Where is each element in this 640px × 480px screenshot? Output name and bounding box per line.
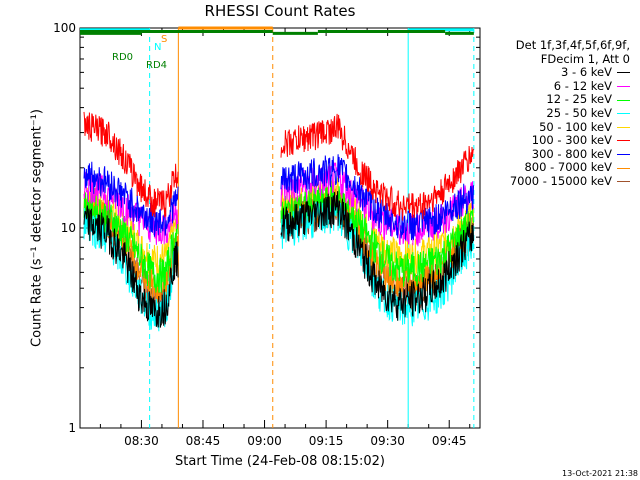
flag-label-rd4: RD4 <box>146 60 167 71</box>
legend-item: 3 - 6 keV <box>510 66 630 80</box>
legend-swatch <box>617 113 630 115</box>
series-line <box>83 111 474 221</box>
x-axis-label: Start Time (24-Feb-08 08:15:02) <box>175 454 385 469</box>
flag-label-rd0: RD0 <box>112 52 133 63</box>
y-tick-label: 100 <box>53 21 76 35</box>
legend-label: 6 - 12 keV <box>553 78 612 93</box>
legend-label: 50 - 100 keV <box>539 119 612 134</box>
legend-item: 12 - 25 keV <box>510 93 630 107</box>
legend-label: 3 - 6 keV <box>561 65 612 80</box>
legend-label: 100 - 300 keV <box>531 133 612 148</box>
legend-swatch <box>617 72 630 74</box>
plot-frame <box>79 27 481 429</box>
x-tick-label: 09:00 <box>247 434 282 448</box>
legend-item: 800 - 7000 keV <box>510 161 630 175</box>
flag-label-n: N <box>154 42 161 53</box>
legend-items: 3 - 6 keV 6 - 12 keV 12 - 25 keV 25 - 50 ke… <box>510 66 630 188</box>
legend-item: 50 - 100 keV <box>510 119 630 135</box>
y-tick-label: 10 <box>61 221 76 235</box>
legend-swatch <box>617 154 630 156</box>
legend-label: 800 - 7000 keV <box>524 160 612 175</box>
legend-swatch <box>617 167 630 169</box>
legend-swatch <box>617 181 630 183</box>
legend-label: 7000 - 15000 keV <box>509 173 612 188</box>
x-tick-label: 08:30 <box>124 434 159 448</box>
legend-item: 7000 - 15000 keV <box>509 173 630 189</box>
x-tick-label: 09:30 <box>370 434 405 448</box>
footer-timestamp: 13-Oct-2021 21:38 <box>562 469 638 478</box>
legend: Det 1f,3f,4f,5f,6f,9f, FDecim 1, Att 0 3… <box>510 38 630 189</box>
legend-label: 300 - 800 keV <box>531 146 612 161</box>
legend-item: 100 - 300 keV <box>510 134 630 148</box>
series-line <box>83 191 474 328</box>
chart-title: RHESSI Count Rates <box>204 2 356 20</box>
legend-header-line: Det 1f,3f,4f,5f,6f,9f, <box>515 38 630 52</box>
flag-label-s: S <box>161 34 167 45</box>
x-tick-label: 08:45 <box>186 434 221 448</box>
legend-swatch <box>617 126 630 128</box>
legend-item: 25 - 50 keV <box>510 105 630 121</box>
series-line <box>83 154 474 241</box>
legend-label: 25 - 50 keV <box>546 105 612 120</box>
legend-swatch <box>617 140 630 142</box>
x-tick-label: 09:15 <box>309 434 344 448</box>
y-axis-label: Count Rate (s⁻¹ detector segment⁻¹) <box>29 109 45 347</box>
legend-item: 300 - 800 keV <box>510 146 630 162</box>
legend-swatch <box>617 86 630 88</box>
legend-label: 12 - 25 keV <box>546 92 612 107</box>
legend-swatch <box>617 99 630 101</box>
x-tick-label: 09:45 <box>432 434 467 448</box>
legend-header-line: FDecim 1, Att 0 <box>540 51 630 66</box>
y-tick-label: 1 <box>68 421 76 435</box>
legend-item: 6 - 12 keV <box>510 78 630 94</box>
